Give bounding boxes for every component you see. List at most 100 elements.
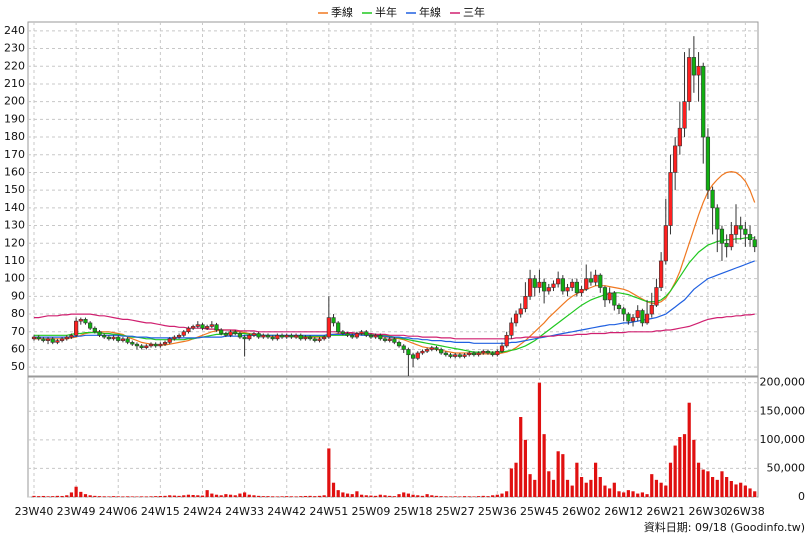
volume-bar (701, 469, 705, 497)
y-tick-label: 110 (4, 254, 25, 267)
candle-body (495, 350, 500, 356)
legend-label: 年線 (419, 5, 441, 19)
candle-body (59, 338, 65, 341)
candle-body (233, 331, 238, 334)
volume-bar (303, 495, 308, 497)
candle-body (612, 292, 617, 306)
candle-body (359, 331, 364, 334)
candle-body (172, 336, 177, 340)
candle-body (181, 331, 186, 336)
candle-body (41, 338, 46, 341)
y-tick-label: 200 (4, 95, 25, 108)
x-tick-label: 23W49 (57, 505, 96, 518)
candle-body (598, 274, 603, 288)
candle-body (485, 350, 491, 354)
volume-bar (205, 490, 209, 497)
volume-bar (537, 382, 542, 497)
volume-bar (46, 496, 50, 497)
candle-body (673, 145, 678, 173)
candle-body (457, 354, 462, 357)
volume-bar (753, 491, 757, 497)
candle-body (551, 283, 556, 288)
candle-body (682, 101, 687, 129)
x-tick-label: 25W18 (394, 505, 433, 518)
volume-bar (491, 495, 495, 497)
y2-tick-label: 100,000 (760, 433, 806, 446)
volume-bar (102, 496, 106, 497)
volume-bar (360, 494, 364, 497)
candle-body (158, 343, 163, 347)
candle-body (443, 352, 448, 356)
volume-bar (458, 496, 462, 497)
x-tick-label: 25W36 (478, 505, 517, 518)
volume-bar (729, 481, 733, 497)
x-tick-label: 24W42 (267, 505, 306, 518)
candle-body (406, 349, 411, 356)
candle-body (719, 228, 725, 244)
y-tick-label: 140 (4, 201, 25, 214)
candle-body (148, 343, 154, 347)
volume-bar (636, 493, 640, 497)
candle-body (261, 334, 266, 338)
candle-body (209, 324, 214, 327)
x-tick-label: 26W02 (562, 505, 601, 518)
volume-bar (519, 417, 523, 497)
candle-body (738, 225, 743, 230)
volume-bar (650, 474, 654, 497)
x-tick-label: 26W21 (646, 505, 685, 518)
volume-bar (37, 496, 41, 497)
volume-bar (575, 462, 579, 497)
volume-bar (612, 482, 616, 497)
x-tick-label: 23W40 (15, 505, 54, 518)
candle-body (322, 336, 327, 340)
volume-bar (177, 495, 181, 497)
candle-body (659, 260, 664, 288)
candle-body (724, 242, 729, 248)
candle-body (752, 239, 757, 248)
y2-tick-label: 150,000 (760, 404, 806, 417)
candle-body (532, 278, 537, 288)
volume-bar (238, 493, 242, 497)
candle-body (490, 352, 495, 356)
candle-body (471, 352, 477, 356)
volume-bar (570, 485, 574, 497)
volume-bar (280, 496, 284, 497)
candle-body (298, 334, 303, 340)
volume-bar (327, 448, 331, 497)
volume-bar (579, 477, 584, 497)
candle-body (410, 354, 416, 359)
volume-bar (472, 496, 476, 497)
candle-body (649, 304, 654, 315)
y-tick-label: 80 (11, 307, 25, 320)
candle-body (153, 343, 158, 347)
volume-bar (533, 479, 537, 497)
y2-tick-label: 200,000 (760, 376, 806, 389)
volume-bar (313, 496, 317, 497)
candle-body (425, 349, 430, 352)
candle-body (237, 333, 243, 338)
candle-body (116, 336, 121, 341)
candle-body (668, 172, 673, 226)
volume-bar (294, 496, 298, 497)
volume-bar (608, 488, 612, 497)
x-tick-label: 24W15 (141, 505, 180, 518)
x-tick-label: 25W27 (436, 505, 475, 518)
candle-body (106, 336, 111, 340)
candle-body (289, 334, 294, 338)
volume-panel (27, 376, 759, 498)
volume-bar (261, 496, 265, 497)
candle-body (747, 234, 753, 241)
volume-bar (706, 471, 710, 497)
volume-bar (645, 494, 649, 497)
ma-line (34, 313, 755, 340)
candle-body (214, 324, 219, 331)
volume-bar (528, 474, 532, 497)
volume-bar (406, 493, 410, 497)
candle-body (560, 278, 565, 292)
candle-body (200, 324, 205, 329)
y-tick-label: 130 (4, 219, 25, 232)
volume-bar (411, 494, 415, 497)
candle-body (378, 334, 383, 340)
y-tick-label: 220 (4, 59, 25, 72)
volume-bar (228, 494, 233, 497)
